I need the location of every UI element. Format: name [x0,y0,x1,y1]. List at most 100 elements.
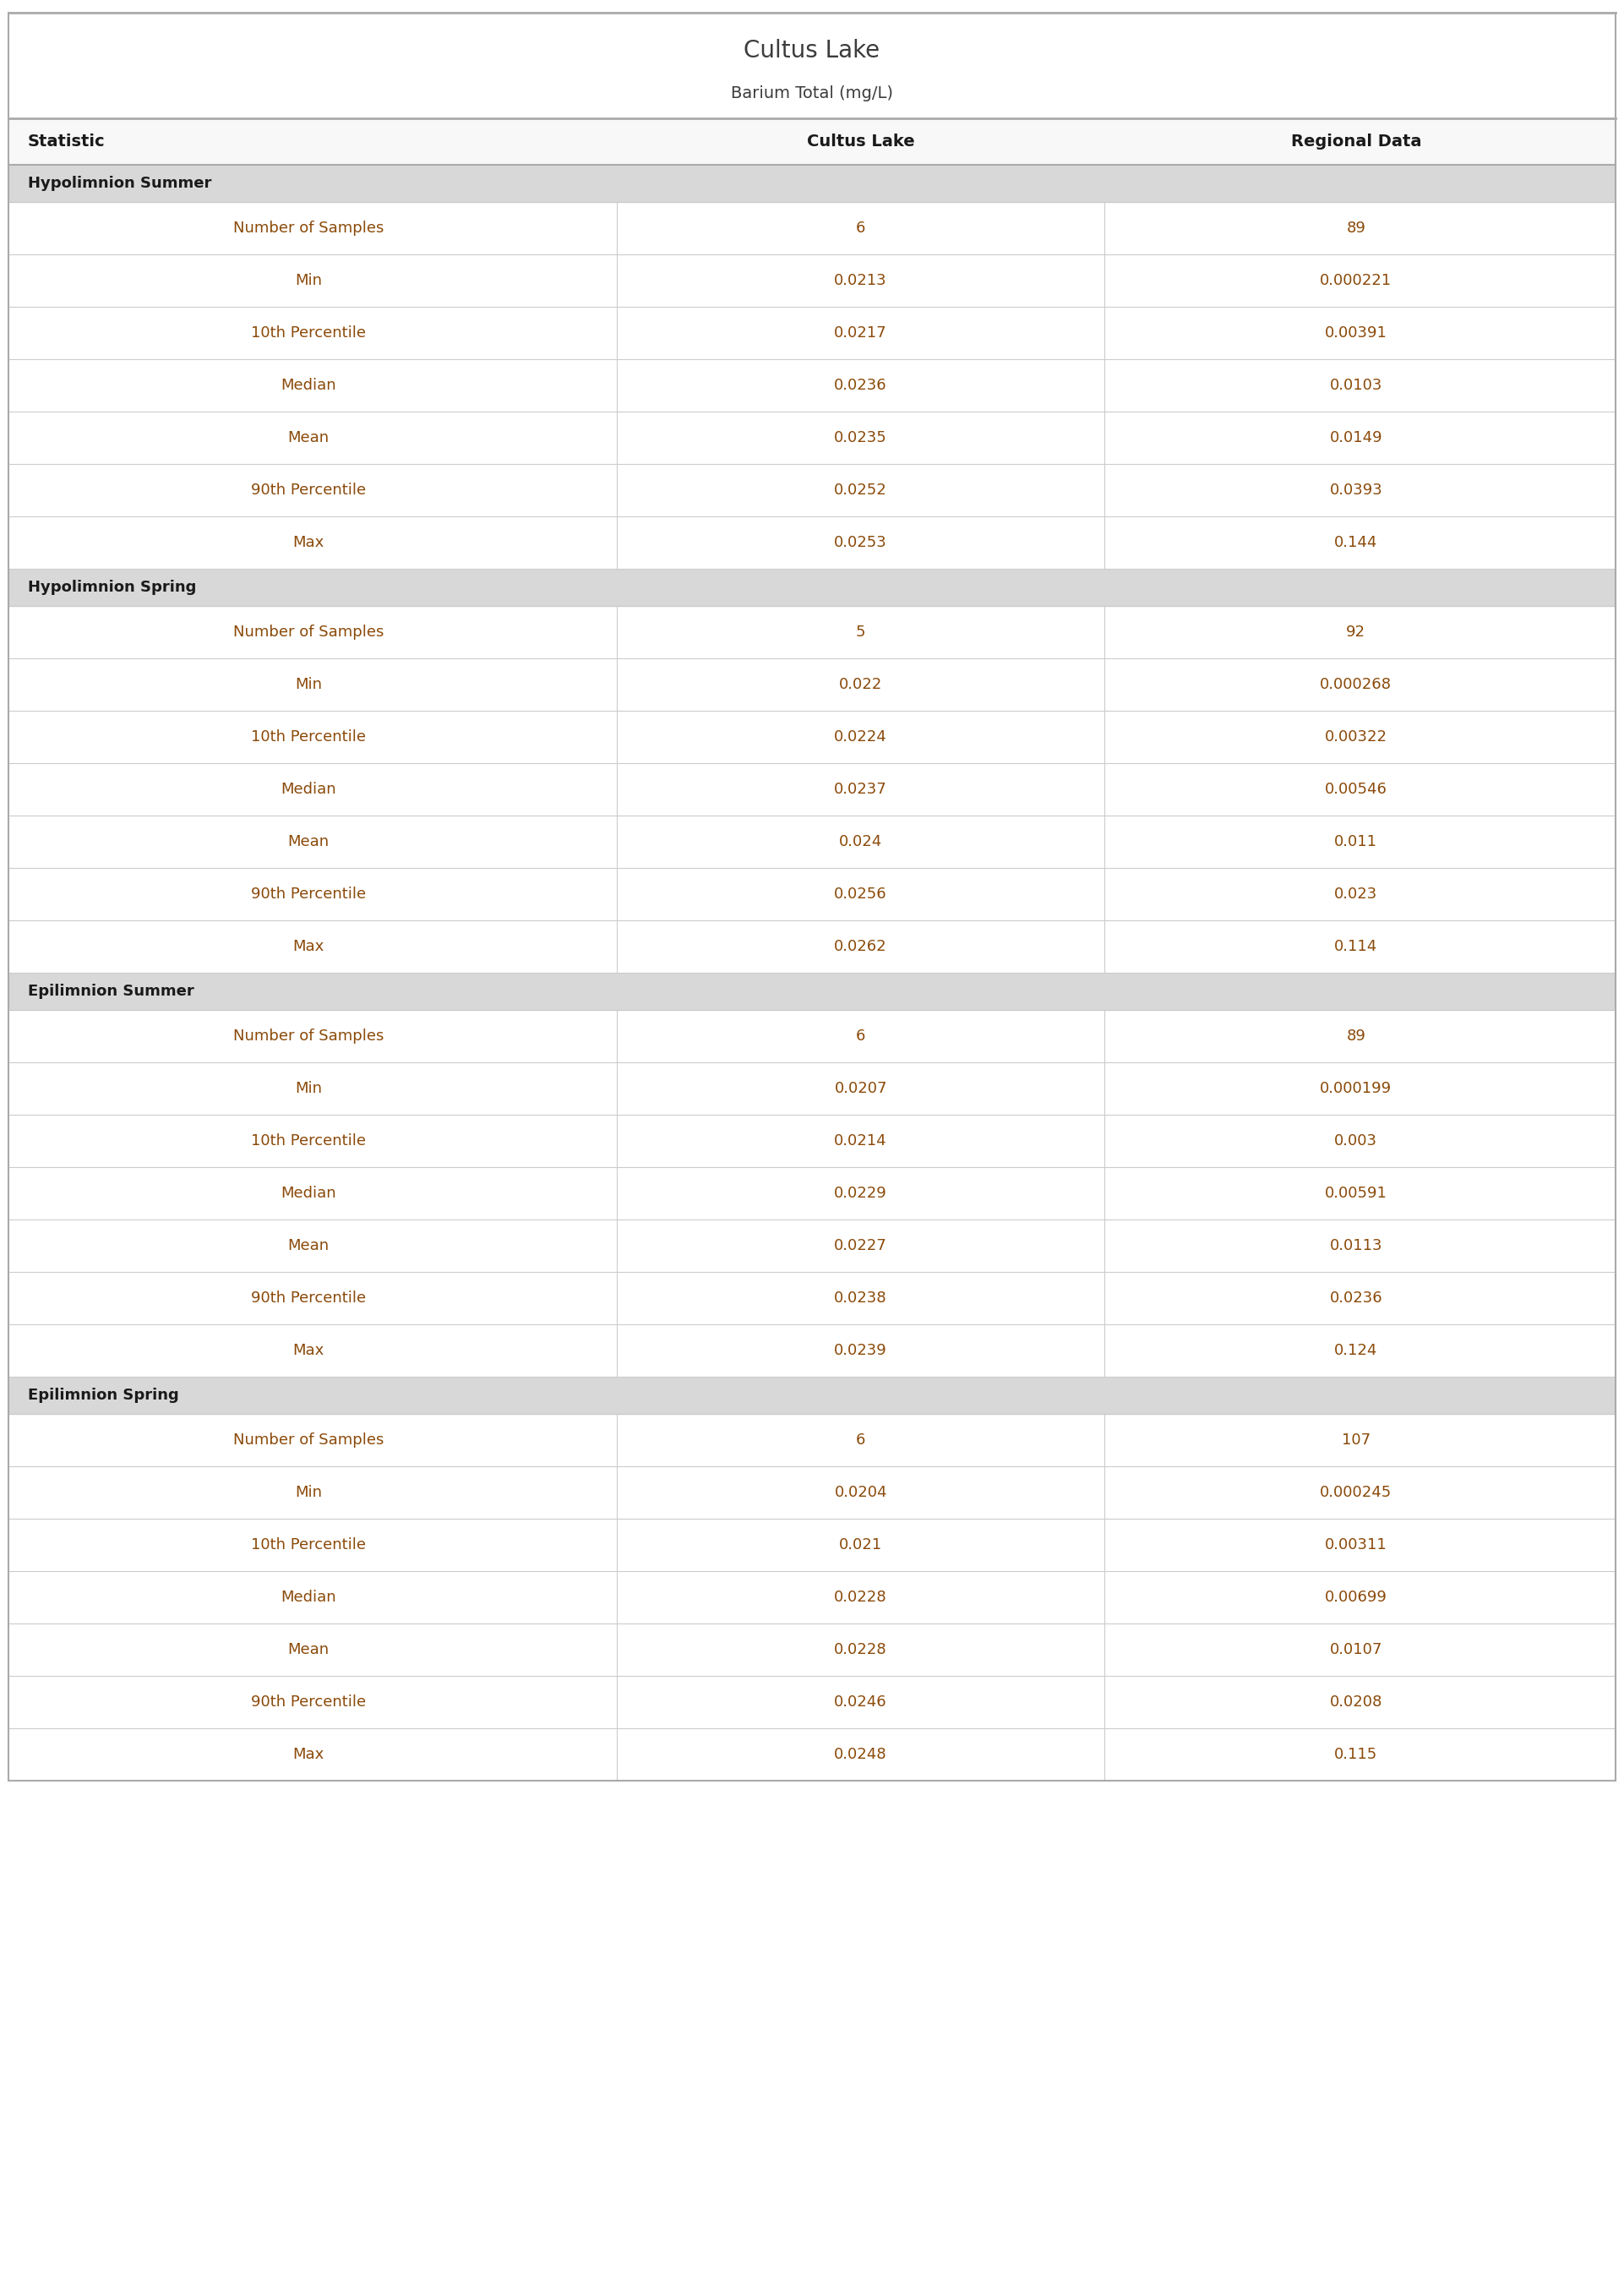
Bar [8,1271,1616,1323]
Text: 0.0227: 0.0227 [835,1237,887,1253]
Text: 0.0228: 0.0228 [835,1589,887,1605]
Bar [8,570,1616,606]
Bar [8,463,1616,515]
Text: 90th Percentile: 90th Percentile [252,1292,365,1305]
Text: Number of Samples: Number of Samples [234,1028,383,1044]
Text: Max: Max [292,536,325,549]
Text: 0.0113: 0.0113 [1330,1237,1382,1253]
Text: Cultus Lake: Cultus Lake [744,39,880,64]
Text: 89: 89 [1346,1028,1366,1044]
Bar [8,1167,1616,1219]
Text: 6: 6 [856,1028,866,1044]
Bar [8,118,1616,166]
Text: Number of Samples: Number of Samples [234,220,383,236]
Text: 0.0236: 0.0236 [835,377,887,393]
Bar [8,306,1616,359]
Text: 0.0224: 0.0224 [835,729,887,745]
Text: 5: 5 [856,624,866,640]
Text: Median: Median [281,377,336,393]
Text: Mean: Mean [287,1237,330,1253]
Text: 0.000221: 0.000221 [1320,272,1392,288]
Text: Statistic: Statistic [28,134,106,150]
Text: 0.0107: 0.0107 [1330,1641,1382,1657]
Bar [8,202,1616,254]
Text: 0.0214: 0.0214 [835,1133,887,1149]
Bar [8,359,1616,411]
Bar [8,1115,1616,1167]
Text: 0.011: 0.011 [1335,833,1377,849]
Bar [8,515,1616,570]
Bar [8,919,1616,974]
Bar [8,974,1616,1010]
Bar [8,1376,1616,1414]
Text: 0.022: 0.022 [840,676,882,692]
Text: 0.0235: 0.0235 [835,431,887,445]
Text: 0.021: 0.021 [840,1537,882,1553]
Bar [8,763,1616,815]
Text: 107: 107 [1341,1432,1371,1448]
Text: Min: Min [296,1485,322,1500]
Text: Mean: Mean [287,431,330,445]
Text: 0.000199: 0.000199 [1320,1081,1392,1096]
Text: 0.024: 0.024 [840,833,882,849]
Text: 90th Percentile: 90th Percentile [252,484,365,497]
Bar [8,254,1616,306]
Text: Median: Median [281,1589,336,1605]
Text: 0.124: 0.124 [1335,1344,1377,1357]
Text: Cultus Lake: Cultus Lake [807,134,914,150]
Bar [8,1571,1616,1623]
Text: 0.0207: 0.0207 [835,1081,887,1096]
Text: Epilimnion Summer: Epilimnion Summer [28,983,193,999]
Bar [8,1623,1616,1675]
Text: Median: Median [281,781,336,797]
Text: 90th Percentile: 90th Percentile [252,888,365,901]
Text: 0.0204: 0.0204 [835,1485,887,1500]
Text: 0.114: 0.114 [1335,940,1377,953]
Bar [8,1727,1616,1780]
Text: 0.0208: 0.0208 [1330,1693,1382,1709]
Text: Hypolimnion Spring: Hypolimnion Spring [28,579,197,595]
Text: 0.0239: 0.0239 [835,1344,887,1357]
Text: 0.023: 0.023 [1335,888,1377,901]
Text: Barium Total (mg/L): Barium Total (mg/L) [731,84,893,100]
Text: Max: Max [292,940,325,953]
Text: 0.144: 0.144 [1335,536,1377,549]
Text: 0.0253: 0.0253 [835,536,887,549]
Text: 90th Percentile: 90th Percentile [252,1693,365,1709]
Text: 0.0229: 0.0229 [835,1185,887,1201]
Text: 0.115: 0.115 [1335,1748,1377,1762]
Text: 0.0262: 0.0262 [835,940,887,953]
Text: 10th Percentile: 10th Percentile [252,1537,365,1553]
Text: 10th Percentile: 10th Percentile [252,325,365,340]
Bar [8,658,1616,711]
Text: 0.0393: 0.0393 [1330,484,1382,497]
Text: Number of Samples: Number of Samples [234,624,383,640]
Text: 0.0217: 0.0217 [835,325,887,340]
Text: 0.0246: 0.0246 [835,1693,887,1709]
Text: Hypolimnion Summer: Hypolimnion Summer [28,175,211,191]
Text: Min: Min [296,676,322,692]
Text: 0.0252: 0.0252 [835,484,887,497]
Text: 0.000268: 0.000268 [1320,676,1392,692]
Text: Mean: Mean [287,1641,330,1657]
Text: 0.00546: 0.00546 [1325,781,1387,797]
Text: 6: 6 [856,220,866,236]
Text: Mean: Mean [287,833,330,849]
Bar [8,1323,1616,1376]
Text: 0.003: 0.003 [1335,1133,1377,1149]
Bar [8,867,1616,919]
Text: Min: Min [296,1081,322,1096]
Text: 10th Percentile: 10th Percentile [252,1133,365,1149]
Text: 0.0103: 0.0103 [1330,377,1382,393]
Text: Max: Max [292,1748,325,1762]
Bar [8,1414,1616,1466]
Text: 0.0248: 0.0248 [835,1748,887,1762]
Text: 0.0236: 0.0236 [1330,1292,1382,1305]
Text: 0.000245: 0.000245 [1320,1485,1392,1500]
Bar [8,1675,1616,1727]
Text: 0.00322: 0.00322 [1325,729,1387,745]
Text: Epilimnion Spring: Epilimnion Spring [28,1387,179,1403]
Text: 0.0213: 0.0213 [835,272,887,288]
Text: 0.0237: 0.0237 [835,781,887,797]
Text: 0.0256: 0.0256 [835,888,887,901]
